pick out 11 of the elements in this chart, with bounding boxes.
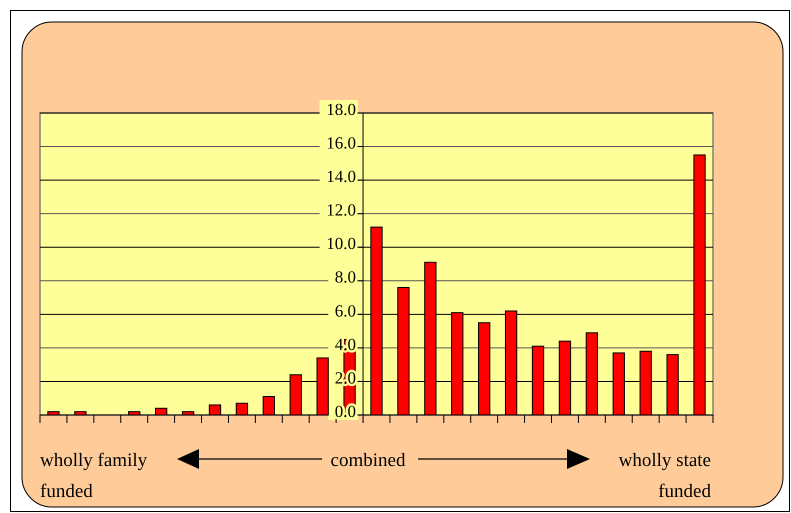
text: wholly family funded: [40, 450, 148, 502]
y-tick-label: 10.0: [326, 234, 356, 254]
y-tick-label: 14.0: [326, 167, 356, 186]
y-tick-label: 18.0: [326, 100, 356, 119]
text: combined: [330, 450, 406, 471]
y-tick-label: 6.0: [334, 301, 356, 320]
y-tick-label: 0.0: [334, 402, 356, 421]
y-tick-label: 12.0: [326, 200, 356, 220]
text: wholly state funded: [618, 450, 712, 502]
y-tick-label: 16.0: [326, 134, 356, 153]
y-tick-label: 8.0: [334, 268, 356, 287]
